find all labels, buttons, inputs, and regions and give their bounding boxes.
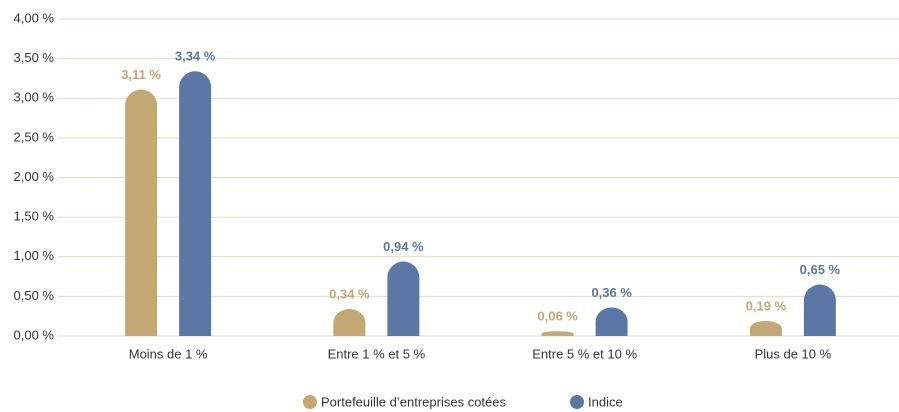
bar <box>749 320 782 336</box>
value-label: 0,65 % <box>800 262 841 277</box>
bar <box>125 89 158 336</box>
x-tick-label: Plus de 10 % <box>755 346 832 361</box>
bar <box>595 307 628 336</box>
x-tick-label: Moins de 1 % <box>129 346 208 361</box>
value-label: 0,94 % <box>383 239 424 254</box>
y-tick-label: 0,50 % <box>14 288 55 303</box>
bar <box>387 261 420 336</box>
value-label: 0,36 % <box>591 285 632 300</box>
x-tick-label: Entre 5 % et 10 % <box>532 346 637 361</box>
legend-label: Portefeuille d’entreprises cotées <box>321 394 506 409</box>
y-tick-label: 1,00 % <box>14 248 55 263</box>
legend-swatch <box>570 395 584 409</box>
x-tick-label: Entre 1 % et 5 % <box>328 346 426 361</box>
bar <box>179 71 212 337</box>
y-tick-label: 4,00 % <box>14 10 55 25</box>
value-label: 0,19 % <box>746 298 787 313</box>
value-label: 0,06 % <box>537 309 578 324</box>
y-tick-label: 3,50 % <box>14 50 55 65</box>
y-tick-label: 3,00 % <box>14 90 55 105</box>
value-label: 0,34 % <box>329 286 370 301</box>
legend-label: Indice <box>588 394 623 409</box>
bar <box>333 309 366 336</box>
value-label: 3,34 % <box>175 49 216 64</box>
y-tick-label: 1,50 % <box>14 209 55 224</box>
value-label: 3,11 % <box>121 67 161 82</box>
y-tick-label: 2,00 % <box>14 169 55 184</box>
bar <box>803 284 836 336</box>
y-tick-label: 2,50 % <box>14 129 55 144</box>
bar <box>541 331 574 336</box>
legend-swatch <box>303 395 317 409</box>
y-tick-label: 0,00 % <box>14 327 55 342</box>
